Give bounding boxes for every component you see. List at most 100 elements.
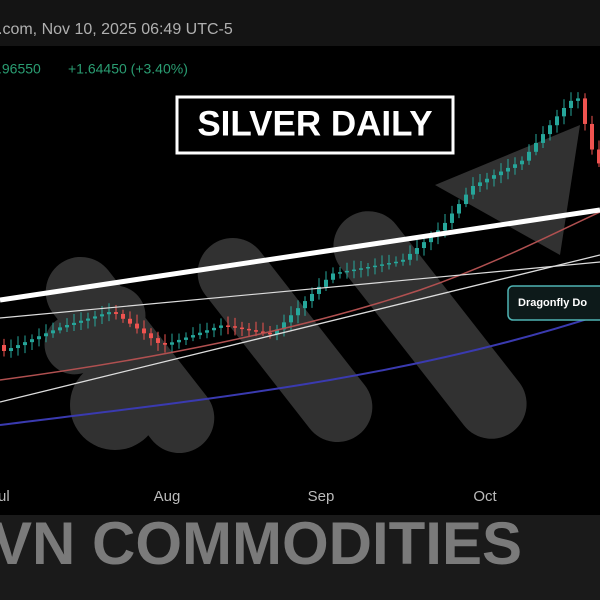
candle-body [23,342,27,346]
candle-body [184,337,188,340]
candle-body [2,345,6,351]
candle-body [149,333,153,339]
candles [2,92,600,358]
moving-average-blue [0,314,600,426]
time-label: Aug [154,488,181,505]
candle-body [100,314,104,317]
candle-body [464,194,468,205]
source-line: .com, Nov 10, 2025 06:49 UTC-5 [0,21,233,38]
candle-body [135,323,139,329]
candle-body [569,100,573,108]
candle-body [415,248,419,254]
candle-body [429,236,433,243]
candle-body [121,313,125,319]
price: .96550 [0,61,41,77]
candle-body [65,324,69,328]
bottom-band [0,515,600,600]
annotation-box [507,285,600,321]
candle-body [58,327,62,331]
price-change: +1.64450 (+3.40%) [68,61,188,77]
candle-body [30,339,34,343]
candle-body [562,107,566,117]
candle-body [219,325,223,328]
trend-line [0,261,600,319]
logo-arrow [435,125,580,255]
candle-body [513,164,517,168]
candle-body [485,178,489,183]
annotation: Dragonfly Do [518,297,587,309]
candle-body [331,273,335,280]
trend-line [0,254,600,403]
candle-body [37,336,41,340]
candle-body [233,326,237,328]
candle-body [597,149,600,164]
time-label: Sep [308,488,335,505]
candle-body [163,342,167,345]
candle-body [478,182,482,186]
candle-body [177,339,181,343]
candle-body [296,308,300,316]
candle-body [9,348,13,351]
candle-body [240,327,244,330]
candle-body [268,332,272,335]
candle-body [345,270,349,273]
candle-body [191,335,195,338]
candle-body [352,269,356,272]
candle-body [422,242,426,249]
candle-body [541,134,545,143]
candle-body [534,142,538,152]
candle-body [72,322,76,325]
candle-body [401,259,405,262]
candle-body [247,328,251,331]
candle-body [128,318,132,324]
candle-body [44,333,48,337]
candle-body [527,151,531,161]
logo-part [197,238,373,442]
candle-body [443,222,447,231]
candle-body [576,98,580,101]
candle-body [555,116,559,126]
candle-body [51,330,55,334]
candle-body [366,266,370,269]
candle-body [492,175,496,179]
candle-body [86,318,90,321]
candle-body [205,330,209,333]
moving-average-red [0,211,600,381]
trend-line-thick [0,207,600,303]
candle-body [226,325,230,327]
watermark: VN COMMODITIES [0,510,522,577]
candle-body [548,125,552,135]
candle-body [156,338,160,343]
candle-body [261,331,265,334]
candle-body [520,160,524,165]
candle-body [142,328,146,334]
candle-body [289,315,293,323]
candle-body [107,312,111,315]
candle-body [93,316,97,319]
candle-body [79,320,83,323]
candle-body [338,272,342,274]
candle-body [170,342,174,345]
candle-body [450,213,454,223]
candle-body [457,204,461,214]
title: SILVER DAILY [197,104,432,143]
time-label: Oct [473,488,497,505]
top-bar [0,0,600,46]
candle-body [394,261,398,264]
candle-body [16,345,20,349]
title-box [175,95,455,155]
candle-body [282,322,286,330]
candle-body [212,327,216,331]
candle-body [359,268,363,270]
time-label: ul [0,488,10,505]
candle-body [114,312,118,314]
candle-body [471,185,475,195]
candle-body [324,279,328,287]
candle-body [499,171,503,176]
candle-body [310,293,314,302]
candle-body [275,329,279,335]
candle-body [254,330,258,332]
candle-body [198,332,202,336]
candle-body [408,253,412,260]
candle-body [317,286,321,294]
